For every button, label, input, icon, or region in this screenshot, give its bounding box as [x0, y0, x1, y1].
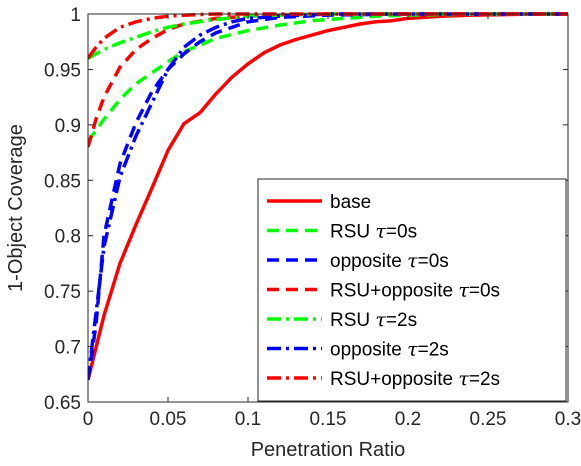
axis-ticks	[87, 13, 569, 403]
series-line-1	[88, 12, 568, 381]
x-tick-label: 0.1	[235, 409, 261, 430]
x-tick-label: 0.3	[555, 409, 581, 430]
legend: base RSU τ=0s opposite τ=0s RSU+opposite τ=…	[257, 178, 567, 402]
legend-label-6: opposite τ=2s	[330, 339, 449, 361]
legend-label-2: RSU τ=0s	[330, 221, 417, 243]
x-tick-label: 0.15	[310, 409, 347, 430]
legend-label-7: RSU+opposite τ=2s	[330, 368, 500, 390]
y-tick-label: 0.85	[44, 171, 81, 192]
x-axis-label: Penetration Ratio	[251, 439, 406, 461]
y-tick-label: 0.7	[55, 338, 81, 359]
y-tick-label: 0.8	[55, 227, 81, 248]
y-tick-label: 0.9	[55, 116, 81, 137]
x-tick-label: 0.2	[395, 409, 421, 430]
legend-label-1: base	[330, 192, 371, 213]
tick-labels: 0 0.05 0.1 0.15 0.2 0.25 0.3 0.65 0.7 0.75 0.8 0.85…	[44, 5, 581, 430]
y-tick-label: 0.95	[44, 60, 81, 81]
x-tick-label: 0.25	[470, 409, 507, 430]
series-line-2	[88, 12, 568, 143]
x-tick-label: 0	[83, 409, 94, 430]
legend-label-4: RSU+opposite τ=0s	[330, 280, 500, 302]
y-tick-label: 0.65	[44, 393, 81, 414]
series-line-6	[88, 12, 568, 381]
legend-label-5: RSU τ=2s	[330, 309, 417, 331]
legend-label-3: opposite τ=0s	[330, 250, 449, 272]
x-tick-label: 0.05	[150, 409, 187, 430]
y-tick-label: 1	[70, 5, 81, 26]
y-axis-label: 1-Object Coverage	[5, 124, 27, 292]
y-tick-label: 0.75	[44, 282, 81, 303]
